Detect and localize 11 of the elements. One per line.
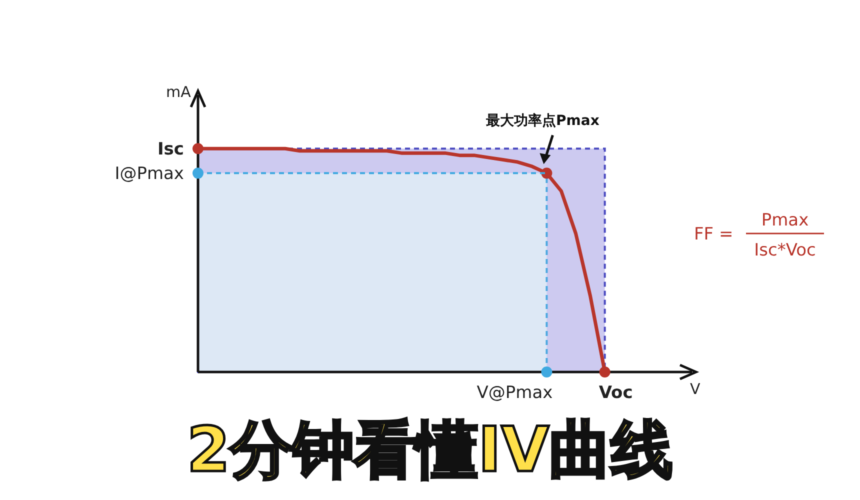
text: Pmax: [761, 210, 809, 230]
text: I@Pmax: [114, 164, 184, 184]
x-axis-title: V: [690, 380, 701, 398]
text: 最大功率点Pmax: [485, 112, 600, 130]
text: Isc: [157, 140, 184, 160]
text: 2分钟看懂IV曲线: [186, 412, 674, 488]
text: V@Pmax: [476, 383, 553, 403]
text: Isc*Voc: [754, 240, 816, 260]
text: Voc: [598, 383, 633, 403]
y-axis-title: mA: [166, 83, 192, 101]
text: FF =: [694, 224, 734, 244]
